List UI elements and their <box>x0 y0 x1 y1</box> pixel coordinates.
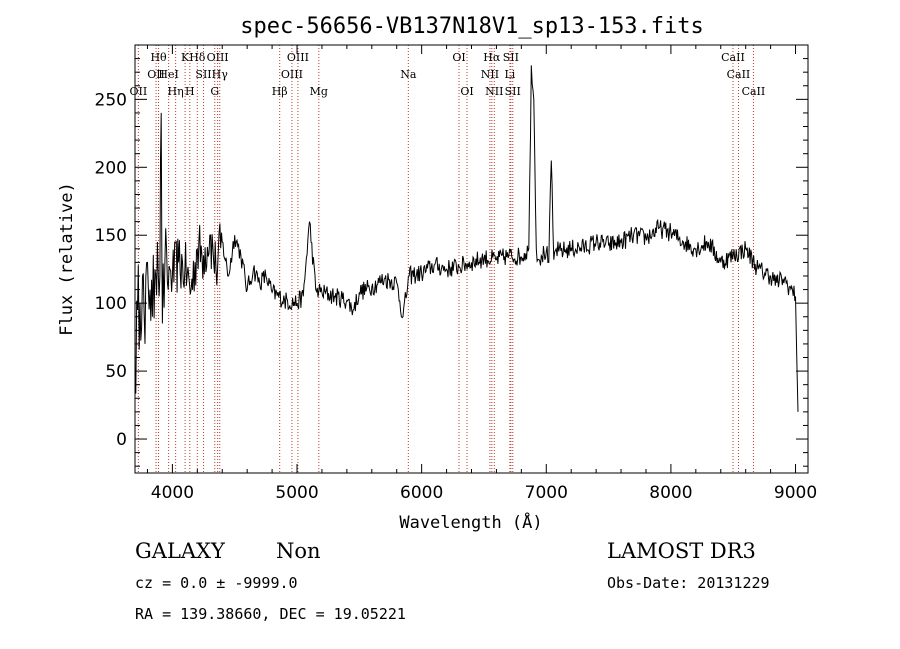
y-tick-label: 150 <box>95 226 127 246</box>
y-tick-label: 200 <box>95 158 127 178</box>
y-tick-label: 250 <box>95 90 127 110</box>
y-tick-label: 0 <box>116 430 127 450</box>
axis-ticks: 4000 5000 6000 7000 8000 9000 0 50 100 150 200 250 <box>95 45 817 503</box>
spectral-line-labels: OII OII Hθ HeI Hη K H Hδ SII G OIII Hγ Hβ OIII OIII Mg N… <box>130 51 766 98</box>
x-tick-label: 4000 <box>151 483 194 503</box>
spectral-line-label: CaII <box>742 85 766 98</box>
x-axis-label: Wavelength (Å) <box>399 511 542 533</box>
spectral-line-label: OI <box>452 51 465 64</box>
spectral-line-label: OIII <box>281 68 303 81</box>
spectral-line-label: OIII <box>207 51 229 64</box>
spectral-line-label: SII <box>505 85 521 98</box>
y-tick-label: 50 <box>105 362 127 382</box>
spectral-line-label: Hθ <box>150 51 167 64</box>
x-tick-label: 7000 <box>525 483 568 503</box>
y-tick-label: 100 <box>95 294 127 314</box>
x-tick-label: 5000 <box>275 483 318 503</box>
spectral-line-label: Hα <box>483 51 501 64</box>
spectral-line-label: HeI <box>158 68 178 81</box>
spectral-line-label: SII <box>503 51 519 64</box>
spectral-line-label: Li <box>504 68 515 81</box>
spectral-line-label: K <box>181 51 190 64</box>
obs-date: Obs-Date: 20131229 <box>607 574 770 592</box>
object-subclass: Non <box>276 539 321 563</box>
spectral-line-label: OII <box>147 68 165 81</box>
spectral-line-label: SII <box>195 68 211 81</box>
spectral-line-label: Hδ <box>189 51 206 64</box>
spectral-line-label: OI <box>460 85 473 98</box>
spectral-line-label: NII <box>481 68 499 81</box>
spectral-line-label: Hη <box>168 85 184 98</box>
spectral-line-label: OIII <box>287 51 309 64</box>
x-tick-label: 6000 <box>400 483 443 503</box>
spectral-line-label: G <box>210 85 219 98</box>
spectral-line-label: OII <box>130 85 148 98</box>
y-axis-label: Flux (relative) <box>57 182 77 336</box>
ra-dec-coords: RA = 139.38660, DEC = 19.05221 <box>135 605 406 623</box>
survey-name: LAMOST DR3 <box>607 539 756 563</box>
x-tick-label: 9000 <box>774 483 817 503</box>
chart-title: spec-56656-VB137N18V1_sp13-153.fits <box>240 14 704 39</box>
spectral-line-label: Hβ <box>272 85 288 98</box>
spectral-line-label: Mg <box>310 85 328 98</box>
redshift-cz: cz = 0.0 ± -9999.0 <box>135 574 298 592</box>
x-tick-label: 8000 <box>649 483 692 503</box>
spectral-line-label: CaII <box>721 51 745 64</box>
spectrum-series-line <box>134 65 799 412</box>
object-class: GALAXY <box>135 539 226 563</box>
spectral-line-label: NII <box>485 85 503 98</box>
spectral-line-label: Na <box>400 68 417 81</box>
spectral-line-label: CaII <box>727 68 751 81</box>
spectral-line-label: Hγ <box>212 68 229 81</box>
spectral-line-label: H <box>185 85 195 98</box>
